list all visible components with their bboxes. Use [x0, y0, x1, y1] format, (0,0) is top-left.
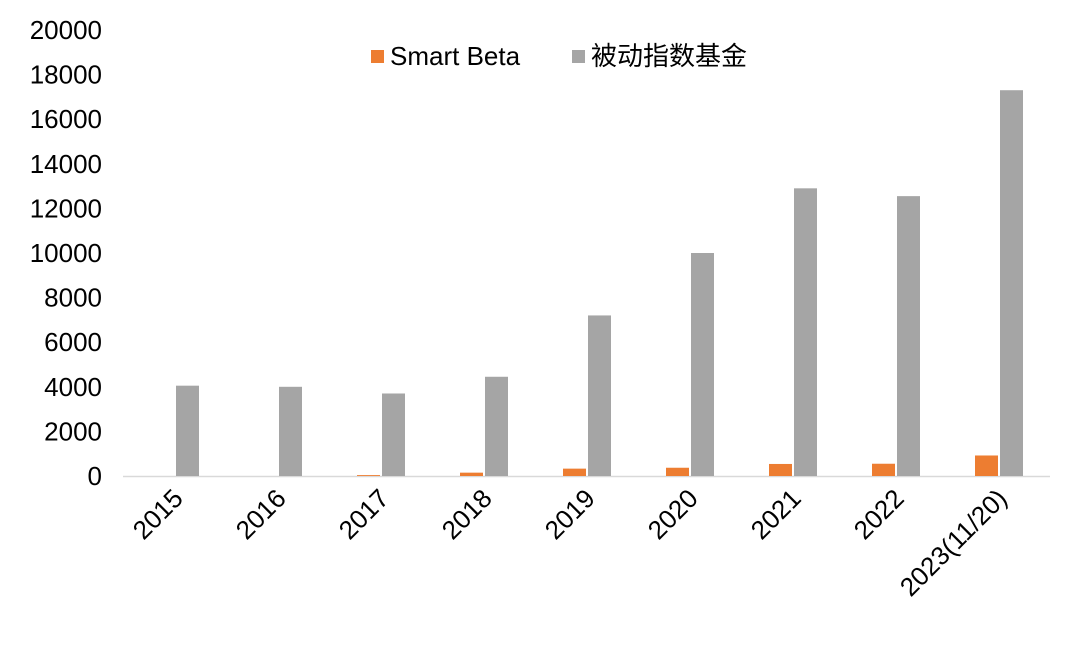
smart-beta-bar-2021	[769, 463, 792, 476]
legend-label-passive-index-fund: 被动指数基金	[591, 41, 747, 71]
x-tick-label: 2020	[642, 483, 704, 545]
bars	[176, 90, 1023, 477]
smart-beta-bar-2017	[357, 475, 380, 476]
x-tick-label: 2016	[230, 483, 292, 545]
passive-index-fund-bar-2019	[588, 315, 611, 476]
y-tick-label: 16000	[30, 104, 102, 134]
x-tick-label: 2017	[333, 483, 395, 545]
y-tick-label: 0	[88, 461, 102, 491]
legend-label-smart-beta: Smart Beta	[390, 41, 521, 71]
x-axis-tick-labels: 2015 2016 2017 2018 2019 2020 2021 20222023(11/…	[127, 483, 1013, 602]
passive-index-fund-bar-2018	[485, 376, 508, 476]
y-axis-tick-labels: 0 2000 4000 6000 8000 10000 12000 14000 16000 180…	[30, 15, 102, 491]
y-tick-label: 12000	[30, 193, 102, 223]
y-tick-label: 18000	[30, 60, 102, 90]
passive-index-fund-bar-2022	[897, 196, 920, 476]
passive-index-fund-bar-2020	[691, 253, 714, 476]
y-tick-label: 6000	[44, 327, 102, 357]
y-tick-label: 2000	[44, 416, 102, 446]
y-tick-label: 14000	[30, 149, 102, 179]
passive-index-fund-bar-2016	[279, 386, 302, 476]
smart-beta-bar-2018	[460, 472, 483, 476]
passive-index-fund-bar-2021	[794, 188, 817, 476]
passive-index-fund-bar-2015	[176, 385, 199, 476]
legend: Smart Beta 被动指数基金	[371, 41, 747, 71]
x-tick-label: 2018	[436, 483, 498, 545]
smart-beta-bar-2020	[666, 467, 689, 476]
y-tick-label: 8000	[44, 283, 102, 313]
y-tick-label: 10000	[30, 238, 102, 268]
x-tick-label: 2021	[745, 483, 807, 545]
x-tick-label: 2019	[539, 483, 601, 545]
legend-swatch-smart-beta	[371, 50, 384, 63]
x-tick-label: 2023(11/20)	[894, 483, 1013, 602]
passive-index-fund-bar-2023(11/20)	[1000, 90, 1023, 477]
smart-beta-bar-2022	[872, 463, 895, 476]
legend-swatch-passive-index-fund	[572, 50, 585, 63]
y-tick-label: 4000	[44, 372, 102, 402]
y-tick-label: 20000	[30, 15, 102, 45]
smart-beta-bar-2019	[563, 468, 586, 476]
smart-beta-bar-2023(11/20)	[975, 455, 998, 476]
x-tick-label: 2022	[848, 483, 910, 545]
x-tick-label: 2015	[127, 483, 189, 545]
passive-index-fund-bar-2017	[382, 393, 405, 476]
